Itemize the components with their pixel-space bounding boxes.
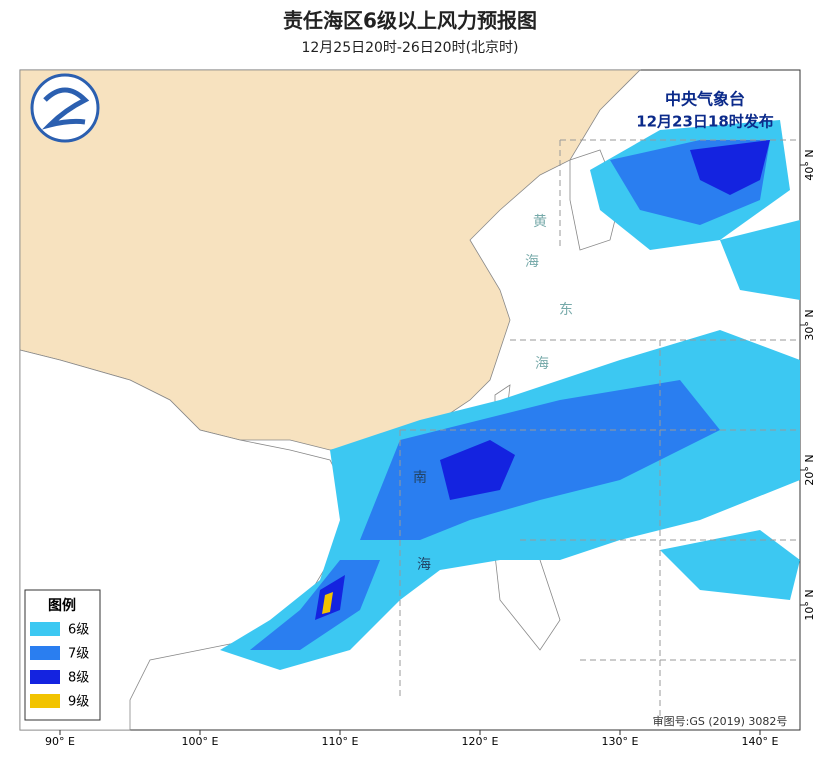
sea-label: 南 [413,470,427,486]
subtitle: 12月25日20时-26日20时(北京时) [301,40,518,56]
wind-area [690,140,770,195]
logo [30,73,100,143]
lat-label: 30° N [803,309,816,340]
lon-label: 110° E [322,735,359,748]
wind-area [660,530,800,600]
lon-label: 130° E [602,735,639,748]
lon-label: 90° E [45,735,75,748]
sea-label: 海 [525,254,539,270]
approval-number: 审图号:GS (2019) 3082号 [653,714,788,728]
lon-label: 120° E [462,735,499,748]
logo-mark [41,87,90,130]
legend-swatch [30,622,60,636]
lat-label: 20° N [803,454,816,485]
lat-label: 40° N [803,149,816,180]
legend-label: 8级 [68,671,89,686]
lat-label: 10° N [803,589,816,620]
issuer-time: 12月23日18时发布 [636,113,774,131]
legend-swatch [30,646,60,660]
axes: 90° E 100° E 110° E 120° E 130° E 140° E 40° N… [45,149,816,748]
wind-area [440,440,515,500]
map [19,69,801,731]
sea-label: 海 [417,557,431,573]
legend-swatch [30,694,60,708]
wind-area [322,592,333,614]
issuer-name: 中央气象台 [665,90,745,109]
legend-swatch [30,670,60,684]
lon-label: 140° E [742,735,779,748]
wind-areas [220,120,800,670]
lon-label: 100° E [182,735,219,748]
wind-area [720,220,800,300]
legend-label: 7级 [68,647,89,662]
title: 责任海区6级以上风力预报图 [283,9,537,33]
sea-label: 海 [535,356,549,372]
grid-lines [399,139,800,720]
legend-label: 6级 [68,623,89,638]
legend: 图例 6级 7级 8级 9级 [24,589,101,721]
legend-label: 9级 [68,695,89,710]
sea-label: 黄 [533,213,547,230]
legend-title: 图例 [48,597,76,614]
wind-area [250,560,380,650]
sea-label: 东 [559,302,573,318]
